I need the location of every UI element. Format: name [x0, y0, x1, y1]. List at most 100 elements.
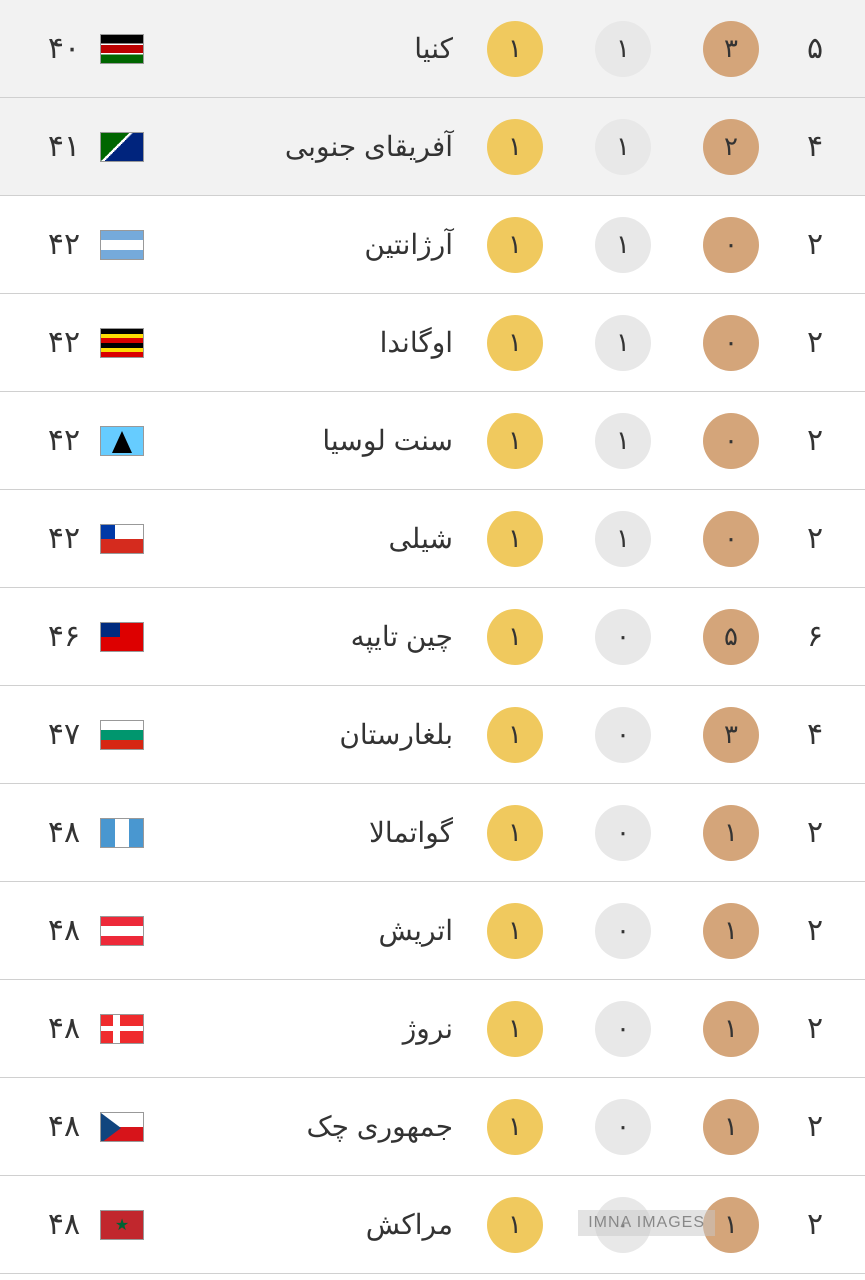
flag-icon	[100, 622, 144, 652]
gold-medal-count: ۱	[487, 315, 543, 371]
table-row: ۴۸اتریش۱۰۱۲	[0, 882, 865, 980]
bronze-medal-count: ۱	[703, 903, 759, 959]
table-row: ۴۸مراکش۱۰۱۲	[0, 1176, 865, 1274]
gold-medal-count: ۱	[487, 903, 543, 959]
table-row: ۴۲شیلی۱۱۰۲	[0, 490, 865, 588]
rank-cell: ۴۱	[28, 129, 100, 164]
table-row: ۴۰کنیا۱۱۳۵	[0, 0, 865, 98]
flag-icon	[100, 230, 144, 260]
gold-medal-count: ۱	[487, 805, 543, 861]
country-name: بلغارستان	[156, 718, 461, 751]
total-count: ۶	[785, 619, 845, 654]
gold-medal-count: ۱	[487, 511, 543, 567]
gold-medal-count: ۱	[487, 609, 543, 665]
bronze-medal-count: ۰	[703, 217, 759, 273]
silver-medal-count: ۱	[595, 217, 651, 273]
rank-cell: ۴۲	[28, 423, 100, 458]
silver-medal-count: ۰	[595, 1001, 651, 1057]
gold-medal-count: ۱	[487, 217, 543, 273]
flag-icon	[100, 132, 144, 162]
gold-medal-count: ۱	[487, 1099, 543, 1155]
total-count: ۲	[785, 913, 845, 948]
bronze-medal-count: ۱	[703, 805, 759, 861]
table-row: ۴۸جمهوری چک۱۰۱۲	[0, 1078, 865, 1176]
country-name: آرژانتین	[156, 228, 461, 261]
bronze-medal-count: ۱	[703, 1001, 759, 1057]
medal-table: ۴۰کنیا۱۱۳۵۴۱آفریقای جنوبی۱۱۲۴۴۲آرژانتین۱…	[0, 0, 865, 1274]
silver-medal-count: ۱	[595, 21, 651, 77]
bronze-medal-count: ۳	[703, 707, 759, 763]
rank-cell: ۴۸	[28, 1011, 100, 1046]
total-count: ۲	[785, 521, 845, 556]
flag-icon	[100, 1112, 144, 1142]
total-count: ۵	[785, 31, 845, 66]
rank-cell: ۴۸	[28, 1207, 100, 1242]
rank-cell: ۴۰	[28, 31, 100, 66]
total-count: ۲	[785, 1207, 845, 1242]
bronze-medal-count: ۲	[703, 119, 759, 175]
total-count: ۴	[785, 129, 845, 164]
gold-medal-count: ۱	[487, 413, 543, 469]
table-row: ۴۷ بلغارستان ۱۰۳۴	[0, 686, 865, 784]
country-name: نروژ	[156, 1012, 461, 1045]
gold-medal-count: ۱	[487, 21, 543, 77]
gold-medal-count: ۱	[487, 1197, 543, 1253]
watermark: IMNA IMAGES	[578, 1210, 715, 1236]
rank-cell: ۴۸	[28, 815, 100, 850]
country-name: چین تایپه	[156, 620, 461, 653]
silver-medal-count: ۰	[595, 903, 651, 959]
flag-icon	[100, 720, 144, 750]
table-row: ۴۸گواتمالا۱۰۱۲	[0, 784, 865, 882]
total-count: ۴	[785, 717, 845, 752]
country-name: کنیا	[156, 32, 461, 65]
total-count: ۲	[785, 815, 845, 850]
bronze-medal-count: ۳	[703, 21, 759, 77]
table-row: ۴۶چین تایپه۱۰۵۶	[0, 588, 865, 686]
country-name: مراکش	[156, 1208, 461, 1241]
rank-cell: ۴۸	[28, 913, 100, 948]
silver-medal-count: ۰	[595, 609, 651, 665]
rank-cell: ۴۲	[28, 521, 100, 556]
total-count: ۲	[785, 1011, 845, 1046]
flag-icon	[100, 1014, 144, 1044]
total-count: ۲	[785, 325, 845, 360]
silver-medal-count: ۱	[595, 315, 651, 371]
gold-medal-count: ۱	[487, 707, 543, 763]
silver-medal-count: ۰	[595, 1099, 651, 1155]
bronze-medal-count: ۱	[703, 1099, 759, 1155]
total-count: ۲	[785, 227, 845, 262]
rank-cell: ۴۲	[28, 227, 100, 262]
bronze-medal-count: ۰	[703, 511, 759, 567]
silver-medal-count: ۱	[595, 413, 651, 469]
country-name: جمهوری چک	[156, 1110, 461, 1143]
country-name: آفریقای جنوبی	[156, 130, 461, 163]
flag-icon	[100, 916, 144, 946]
flag-icon	[100, 426, 144, 456]
table-row: ۴۲اوگاندا۱۱۰۲	[0, 294, 865, 392]
country-name: سنت لوسیا	[156, 424, 461, 457]
country-name: شیلی	[156, 522, 461, 555]
rank-cell: ۴۷	[28, 717, 100, 752]
flag-icon	[100, 34, 144, 64]
rank-cell: ۴۲	[28, 325, 100, 360]
silver-medal-count: ۱	[595, 511, 651, 567]
bronze-medal-count: ۰	[703, 315, 759, 371]
flag-icon	[100, 818, 144, 848]
table-row: ۴۲آرژانتین۱۱۰۲	[0, 196, 865, 294]
country-name: اتریش	[156, 914, 461, 947]
table-row: ۴۱آفریقای جنوبی۱۱۲۴	[0, 98, 865, 196]
silver-medal-count: ۱	[595, 119, 651, 175]
flag-icon	[100, 328, 144, 358]
gold-medal-count: ۱	[487, 1001, 543, 1057]
silver-medal-count: ۰	[595, 805, 651, 861]
bronze-medal-count: ۵	[703, 609, 759, 665]
country-name: اوگاندا	[156, 326, 461, 359]
rank-cell: ۴۸	[28, 1109, 100, 1144]
bronze-medal-count: ۰	[703, 413, 759, 469]
silver-medal-count: ۰	[595, 707, 651, 763]
table-row: ۴۲سنت لوسیا۱۱۰۲	[0, 392, 865, 490]
table-row: ۴۸نروژ۱۰۱۲	[0, 980, 865, 1078]
total-count: ۲	[785, 423, 845, 458]
gold-medal-count: ۱	[487, 119, 543, 175]
total-count: ۲	[785, 1109, 845, 1144]
